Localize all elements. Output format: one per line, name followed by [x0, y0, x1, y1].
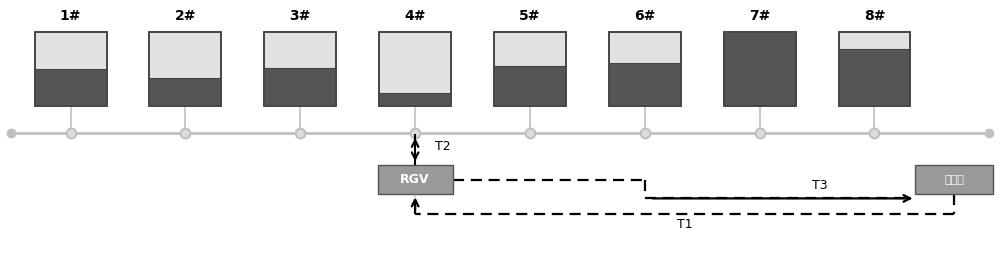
Bar: [35, 69, 107, 106]
Bar: [724, 32, 796, 106]
Bar: [494, 32, 566, 106]
Bar: [609, 32, 681, 106]
Bar: [149, 78, 221, 106]
Bar: [839, 32, 910, 106]
Bar: [378, 165, 453, 195]
Bar: [839, 32, 910, 106]
Bar: [379, 93, 451, 106]
Text: 1#: 1#: [60, 9, 81, 23]
Text: 2#: 2#: [175, 9, 196, 23]
Text: 4#: 4#: [404, 9, 426, 23]
Bar: [264, 32, 336, 106]
Text: T3: T3: [812, 179, 827, 192]
Text: 3#: 3#: [290, 9, 311, 23]
Text: 5#: 5#: [519, 9, 541, 23]
Bar: [915, 165, 993, 195]
Bar: [494, 65, 566, 106]
Bar: [379, 32, 451, 106]
Bar: [379, 32, 451, 106]
Text: T1: T1: [677, 218, 693, 231]
Bar: [264, 68, 336, 106]
Text: 中转站: 中转站: [944, 175, 964, 185]
Bar: [35, 32, 107, 106]
Bar: [724, 32, 796, 106]
Text: 8#: 8#: [864, 9, 885, 23]
Bar: [609, 32, 681, 106]
Bar: [609, 63, 681, 106]
Bar: [839, 48, 910, 106]
Text: T2: T2: [435, 140, 451, 153]
Text: 6#: 6#: [634, 9, 655, 23]
Bar: [264, 32, 336, 106]
Bar: [724, 32, 796, 106]
Bar: [35, 32, 107, 106]
Bar: [149, 32, 221, 106]
Text: 7#: 7#: [749, 9, 770, 23]
Bar: [494, 32, 566, 106]
Bar: [149, 32, 221, 106]
Text: RGV: RGV: [400, 174, 430, 187]
